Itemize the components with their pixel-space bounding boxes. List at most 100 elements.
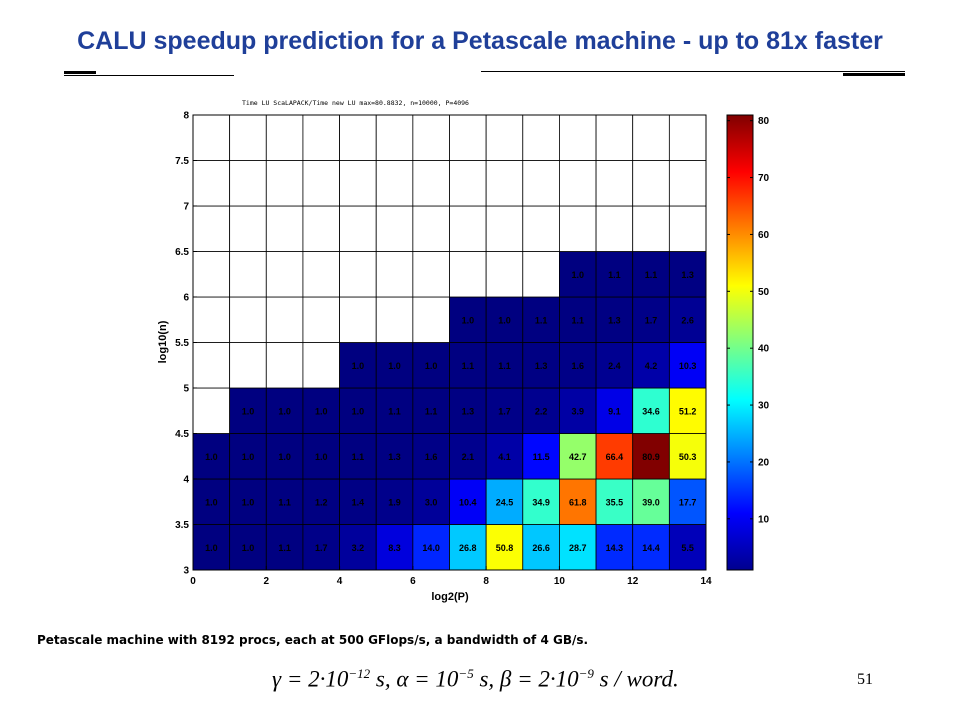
x-tick-label: 4 [337, 576, 343, 587]
colorbar-ticks: 10 20 30 40 50 60 70 80 [727, 116, 770, 525]
cell-value-label: 1.1 [645, 270, 658, 280]
heatmap-cell [302, 296, 340, 343]
heatmap-cell [632, 205, 670, 252]
heatmap-cell [668, 160, 707, 207]
colorbar-tick-label: 20 [758, 457, 770, 468]
heatmap-cell [449, 160, 487, 207]
title-rule-left-thick [64, 71, 96, 74]
heatmap-cell [229, 251, 267, 298]
heatmap-cell [265, 478, 304, 525]
cell-value-label: 8.3 [388, 543, 401, 553]
heatmap-cell [302, 342, 340, 389]
cell-value-label: 35.5 [606, 497, 624, 507]
colorbar [726, 114, 754, 571]
cell-value-label: 51.2 [679, 406, 697, 416]
y-tick-label: 8 [183, 111, 189, 122]
heatmap-cell [595, 114, 634, 161]
cell-value-label: 66.4 [606, 452, 624, 462]
heatmap-cell [192, 205, 231, 252]
cell-value-label: 3.0 [425, 497, 438, 507]
cell-value-label: 4.2 [645, 361, 658, 371]
cell-value-label: 34.9 [532, 497, 550, 507]
heatmap-cell [192, 387, 231, 434]
heatmap-cell [485, 205, 524, 252]
heatmap-cell [339, 160, 377, 207]
heatmap-cell [339, 433, 377, 480]
cell-value-label: 1.2 [315, 497, 328, 507]
x-tick-label: 8 [483, 576, 489, 587]
cell-value-label: 9.1 [608, 406, 621, 416]
y-tick-label: 3 [183, 566, 189, 577]
heatmap-cell [375, 205, 414, 252]
cell-value-label: 11.5 [533, 452, 550, 462]
colorbar-tick-label: 80 [758, 116, 770, 127]
cell-value-label: 3.9 [571, 406, 584, 416]
heatmap-cell [192, 160, 231, 207]
heatmap-cell [339, 296, 377, 343]
cell-value-label: 1.0 [352, 406, 365, 416]
formula-beta-exponent: −9 [578, 666, 594, 681]
title-rule-left-thin [64, 75, 234, 76]
heatmap-cell [632, 160, 670, 207]
heatmap-cell [302, 205, 340, 252]
heatmap-axes: 0 2 4 6 8 10 12 14 3 3.5 4 4.5 5 5.5 6 6.5 7 7.5 8 [175, 111, 712, 588]
cell-value-label: 2.4 [608, 361, 621, 371]
heatmap-cell [265, 160, 304, 207]
heatmap-cell [595, 387, 634, 434]
heatmap-cell [229, 160, 267, 207]
cell-value-label: 1.3 [681, 270, 694, 280]
heatmap-cell [302, 478, 340, 525]
cell-value-label: 2.6 [681, 315, 694, 325]
heatmap-cell [375, 296, 414, 343]
cell-value-label: 42.7 [569, 452, 587, 462]
cell-value-label: 14.0 [422, 543, 440, 553]
y-tick-label: 3.5 [175, 520, 189, 531]
heatmap-cell [522, 114, 560, 161]
heatmap-cell [265, 342, 304, 389]
heatmap-cell [632, 387, 670, 434]
heatmap-cell [192, 524, 231, 571]
heatmap-cell [485, 524, 524, 571]
heatmap-cell [339, 114, 377, 161]
page-number: 51 [857, 671, 873, 688]
cell-value-label: 10.3 [679, 361, 697, 371]
cell-value-label: 17.7 [679, 497, 697, 507]
x-tick-label: 14 [700, 576, 712, 587]
heatmap-cell [302, 251, 340, 298]
heatmap-cell [668, 114, 707, 161]
x-tick-label: 0 [190, 576, 196, 587]
cell-value-label: 1.0 [388, 361, 401, 371]
heatmap-cell [485, 114, 524, 161]
colorbar-tick-label: 70 [758, 173, 770, 184]
heatmap-cell [339, 387, 377, 434]
cell-value-label: 1.0 [278, 452, 291, 462]
cell-value-label: 1.0 [242, 406, 255, 416]
cell-value-label: 1.0 [315, 406, 328, 416]
heatmap-cell [229, 296, 267, 343]
colorbar-tick-label: 30 [758, 401, 770, 412]
heatmap-cell [485, 160, 524, 207]
cell-value-label: 2.1 [462, 452, 475, 462]
heatmap-cell [412, 205, 450, 252]
heatmap-cell [668, 251, 707, 298]
heatmap-cell [559, 387, 597, 434]
heatmap-cell [375, 387, 414, 434]
heatmap-cell [595, 205, 634, 252]
cell-value-label: 1.1 [462, 361, 475, 371]
cell-value-label: 39.0 [642, 497, 660, 507]
heatmap-cell [485, 296, 524, 343]
heatmap-cell [522, 342, 560, 389]
heatmap-cell [595, 478, 634, 525]
cell-value-label: 3.2 [352, 543, 365, 553]
heatmap-cell [192, 251, 231, 298]
cell-value-label: 1.1 [498, 361, 511, 371]
heatmap-cell [265, 296, 304, 343]
cell-value-label: 1.0 [571, 270, 584, 280]
cell-value-label: 1.0 [242, 497, 255, 507]
heatmap-cell [668, 205, 707, 252]
cell-value-label: 1.0 [315, 452, 328, 462]
heatmap-cell [522, 205, 560, 252]
cell-value-label: 14.4 [642, 543, 660, 553]
cell-value-label: 1.0 [352, 361, 365, 371]
heatmap-cell [412, 296, 450, 343]
